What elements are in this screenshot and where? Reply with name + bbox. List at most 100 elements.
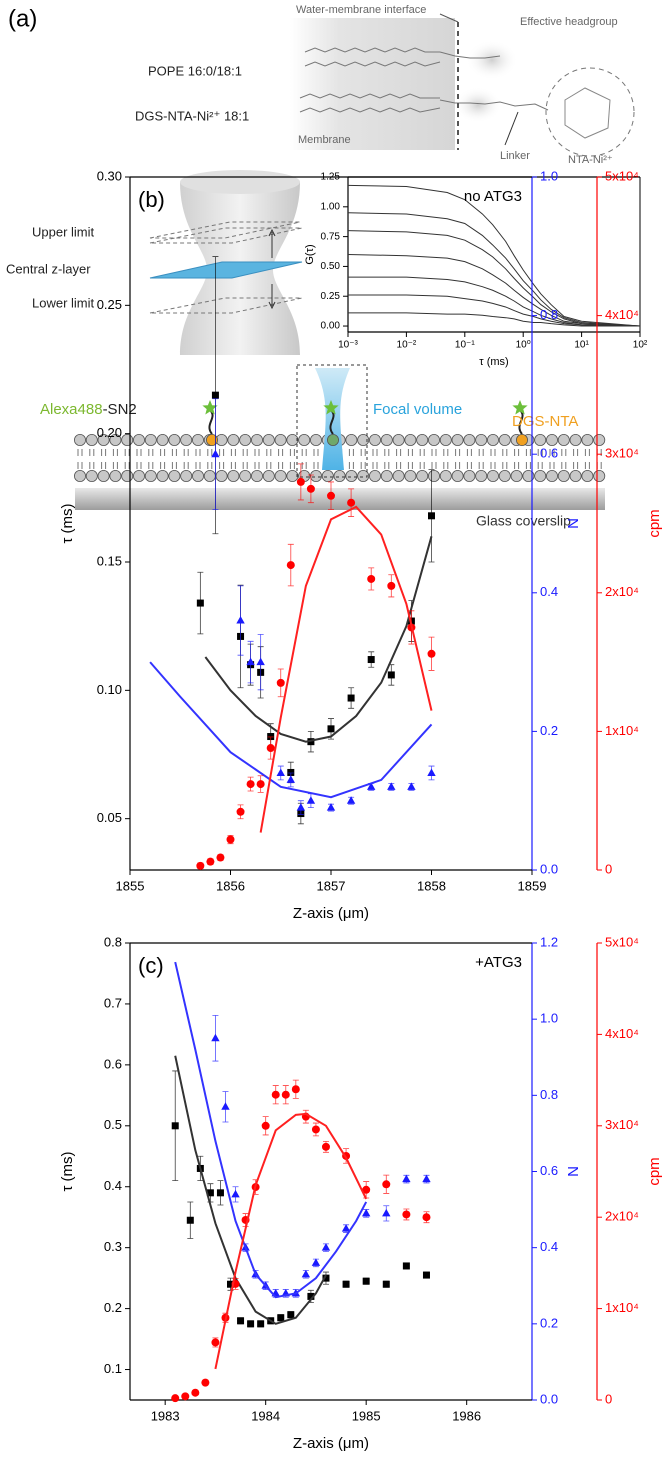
lipid (274, 433, 287, 456)
y2-tick-label: 1.2 (540, 934, 558, 949)
y-tick-label: 0.1 (104, 1361, 122, 1376)
lipid-schematic (290, 13, 635, 157)
lipid-tail (304, 47, 440, 53)
y-tick-label: 0.25 (97, 297, 122, 312)
marker-circle (347, 498, 356, 507)
substrate-label: Glass coverslip (476, 513, 571, 529)
lipid (427, 462, 440, 482)
marker-square (382, 1280, 390, 1288)
lipid (109, 433, 122, 456)
marker-circle (181, 1392, 190, 1401)
upper-plane (149, 221, 301, 239)
lipid-head (74, 433, 87, 446)
lipid-head (85, 433, 98, 446)
y3-tick-label: 4x10⁴ (605, 1026, 639, 1041)
upper-plane (149, 227, 303, 244)
fluorophore (512, 400, 528, 415)
marker-circle (296, 477, 305, 486)
lipid (168, 433, 181, 456)
series-line (214, 1112, 368, 1370)
lipid (486, 433, 499, 456)
lipid-head (475, 469, 488, 482)
panel-label: (b) (138, 187, 165, 212)
marker-square (402, 1262, 410, 1270)
series-line (347, 184, 641, 327)
series-line (347, 230, 641, 327)
headgroup-shade (466, 40, 518, 80)
lipid (593, 433, 606, 456)
lipid (74, 433, 87, 456)
x-tick-label: 1857 (317, 878, 346, 893)
leader-line (504, 111, 519, 146)
marker-circle (291, 1085, 300, 1094)
marker-triangle (221, 1102, 230, 1110)
y-tick-label: 0.5 (104, 1117, 122, 1132)
x-tick-label: 1986 (452, 1408, 481, 1423)
lipid-head (274, 469, 287, 482)
lipid-head (239, 469, 252, 482)
x-tick-label: 10⁻² (397, 340, 417, 351)
lipid (97, 433, 110, 456)
y2-tick-label: 0.8 (540, 307, 558, 322)
lipid-head (380, 433, 393, 446)
lipid (357, 433, 370, 456)
lipid-head (345, 469, 358, 482)
marker-square (216, 1189, 224, 1197)
lipid-head (250, 433, 263, 446)
probe-suffix: -SN2 (103, 401, 137, 418)
y3-tick-label: 5x10⁴ (605, 168, 639, 183)
lipid-head (569, 469, 582, 482)
marker-triangle (326, 803, 336, 811)
lipid (475, 433, 488, 456)
y-tick-label: 0.50 (321, 261, 341, 272)
marker-triangle (382, 1208, 391, 1217)
marker-triangle (321, 1243, 331, 1251)
bilayer (74, 364, 606, 510)
lipid-head (486, 469, 499, 482)
headgroup-bond (439, 51, 501, 59)
marker-square (287, 768, 295, 776)
lipid (368, 462, 381, 482)
marker-triangle (211, 1033, 220, 1042)
lipid (239, 462, 252, 482)
lipid-head (203, 469, 216, 482)
marker-circle (382, 1180, 391, 1189)
lipid-head (368, 433, 381, 446)
lipid-head (274, 433, 287, 446)
lipid (416, 433, 429, 456)
fluorophore (323, 400, 339, 415)
marker-square (422, 1271, 430, 1279)
marker-triangle (341, 1224, 351, 1232)
lipid-head (333, 469, 346, 482)
y-tick-label: 0.75 (321, 231, 341, 242)
lipid-head (593, 469, 606, 482)
y2-tick-label: 0.0 (540, 861, 558, 876)
marker-triangle (361, 1208, 371, 1217)
lipid (345, 462, 358, 482)
lipid (416, 462, 429, 482)
marker-square (186, 1216, 194, 1224)
y-tick-label: 0.2 (104, 1300, 122, 1315)
marker-square (307, 738, 315, 746)
y3-tick-label: 5x10⁴ (605, 934, 639, 949)
marker-square (211, 391, 219, 399)
marker-circle (206, 857, 215, 866)
marker-triangle (276, 768, 285, 776)
y2-tick-label: 0.6 (540, 446, 558, 461)
y2-tick-label: 0.2 (540, 723, 558, 738)
lipid (522, 462, 535, 482)
lipid-head (97, 469, 110, 482)
y3-tick-label: 0 (605, 861, 612, 876)
y2-tick-label: 1.0 (540, 168, 558, 183)
marker-square (247, 1320, 255, 1328)
probe-dye: Alexa488 (40, 401, 103, 418)
lipid (121, 433, 134, 456)
lipid (156, 462, 169, 482)
marker-triangle (286, 775, 295, 783)
anchor-head (326, 433, 339, 446)
lipid (392, 462, 405, 482)
lipid-head (416, 469, 429, 482)
marker-square (307, 1292, 315, 1300)
lipid (380, 462, 393, 482)
y3-tick-label: 1x10⁴ (605, 1300, 639, 1315)
